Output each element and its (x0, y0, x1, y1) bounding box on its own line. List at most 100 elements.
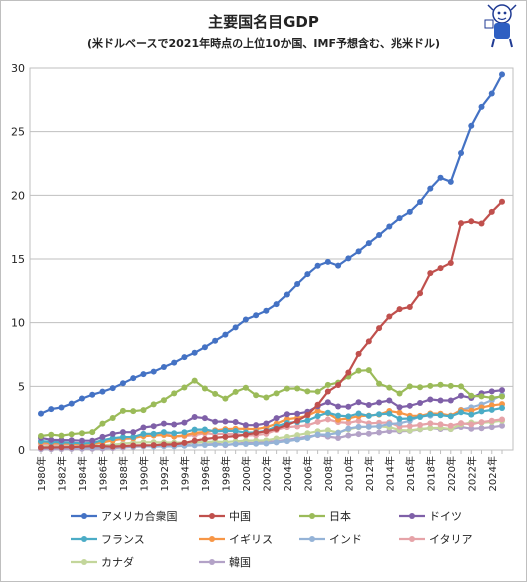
data-point (130, 434, 137, 441)
data-point (386, 384, 393, 391)
data-point (160, 420, 167, 427)
series-line (40, 406, 503, 445)
series-line (40, 73, 503, 415)
data-point (283, 438, 290, 445)
legend-swatch (71, 513, 97, 519)
data-point (181, 384, 188, 391)
data-point (468, 411, 475, 418)
data-point (68, 400, 75, 407)
y-tick-label: 25 (11, 126, 25, 139)
data-point (181, 354, 188, 361)
data-point (458, 420, 465, 427)
data-point (376, 325, 383, 332)
data-point (212, 441, 219, 448)
data-point (109, 430, 116, 437)
legend-swatch (199, 559, 225, 565)
data-point (58, 404, 65, 411)
data-point (447, 178, 454, 185)
data-point (99, 388, 106, 395)
data-point (499, 404, 505, 411)
data-point (232, 324, 239, 331)
data-point (140, 430, 147, 437)
data-point (78, 430, 85, 437)
data-point (201, 426, 208, 433)
data-point (396, 404, 403, 411)
data-point (294, 417, 301, 424)
data-point (406, 423, 413, 430)
data-point (468, 421, 475, 428)
data-point (304, 388, 311, 395)
data-point (386, 410, 393, 417)
series-line (40, 389, 503, 442)
legend-item: イギリス (198, 531, 273, 547)
mascot-logo (484, 4, 517, 48)
data-point (119, 434, 126, 441)
data-point (427, 425, 434, 432)
data-point (365, 367, 372, 374)
legend-swatch (299, 513, 325, 519)
data-point (222, 433, 229, 440)
x-tick-label: 2006年 (301, 456, 314, 491)
data-point (447, 259, 454, 266)
data-point (181, 419, 188, 426)
data-point (150, 442, 157, 449)
legend-item: イタリア (398, 531, 473, 547)
data-point (212, 418, 219, 425)
data-point (314, 401, 321, 408)
x-tick-label: 1992年 (158, 456, 171, 491)
data-point (160, 429, 167, 436)
x-tick-label: 1990年 (137, 456, 150, 491)
data-point (130, 442, 137, 449)
data-point (48, 406, 55, 413)
legend-swatch (199, 536, 225, 542)
data-point (191, 349, 198, 356)
data-point (253, 440, 260, 447)
data-point (99, 443, 106, 450)
data-point (232, 428, 239, 435)
legend-swatch (299, 536, 325, 542)
data-point (355, 399, 362, 406)
data-point (406, 415, 413, 422)
data-point (437, 265, 444, 272)
data-point (335, 412, 342, 419)
data-point (478, 408, 485, 415)
legend-label: イギリス (229, 533, 273, 546)
data-point (283, 422, 290, 429)
data-point (324, 381, 331, 388)
data-point (488, 394, 495, 401)
legend-label: イタリア (429, 533, 473, 546)
data-point (232, 433, 239, 440)
data-point (283, 385, 290, 392)
data-point (109, 385, 116, 392)
y-tick-label: 30 (11, 62, 25, 75)
chart-title: 主要国名目GDP (208, 13, 319, 31)
data-point (38, 410, 44, 417)
x-tick-label: 2022年 (465, 456, 478, 491)
x-tick-label: 1986年 (96, 456, 109, 491)
data-point (212, 434, 219, 441)
data-point (232, 441, 239, 448)
data-point (324, 431, 331, 438)
data-point (171, 430, 178, 437)
data-point (160, 441, 167, 448)
data-point (150, 368, 157, 375)
x-tick-label: 2024年 (486, 456, 499, 491)
data-point (109, 435, 116, 442)
data-point (417, 400, 424, 407)
data-point (150, 430, 157, 437)
data-point (458, 409, 465, 416)
data-point (335, 382, 342, 389)
data-point (242, 316, 249, 323)
data-point (191, 377, 198, 384)
data-point (365, 423, 372, 430)
legend-item: アメリカ合衆国 (70, 508, 177, 524)
data-point (437, 412, 444, 419)
data-point (304, 417, 311, 424)
data-point (447, 413, 454, 420)
data-point (396, 409, 403, 416)
data-point (499, 416, 505, 423)
x-tick-label: 2008年 (322, 456, 335, 491)
data-point (376, 411, 383, 418)
data-point (171, 441, 178, 448)
data-point (150, 401, 157, 408)
